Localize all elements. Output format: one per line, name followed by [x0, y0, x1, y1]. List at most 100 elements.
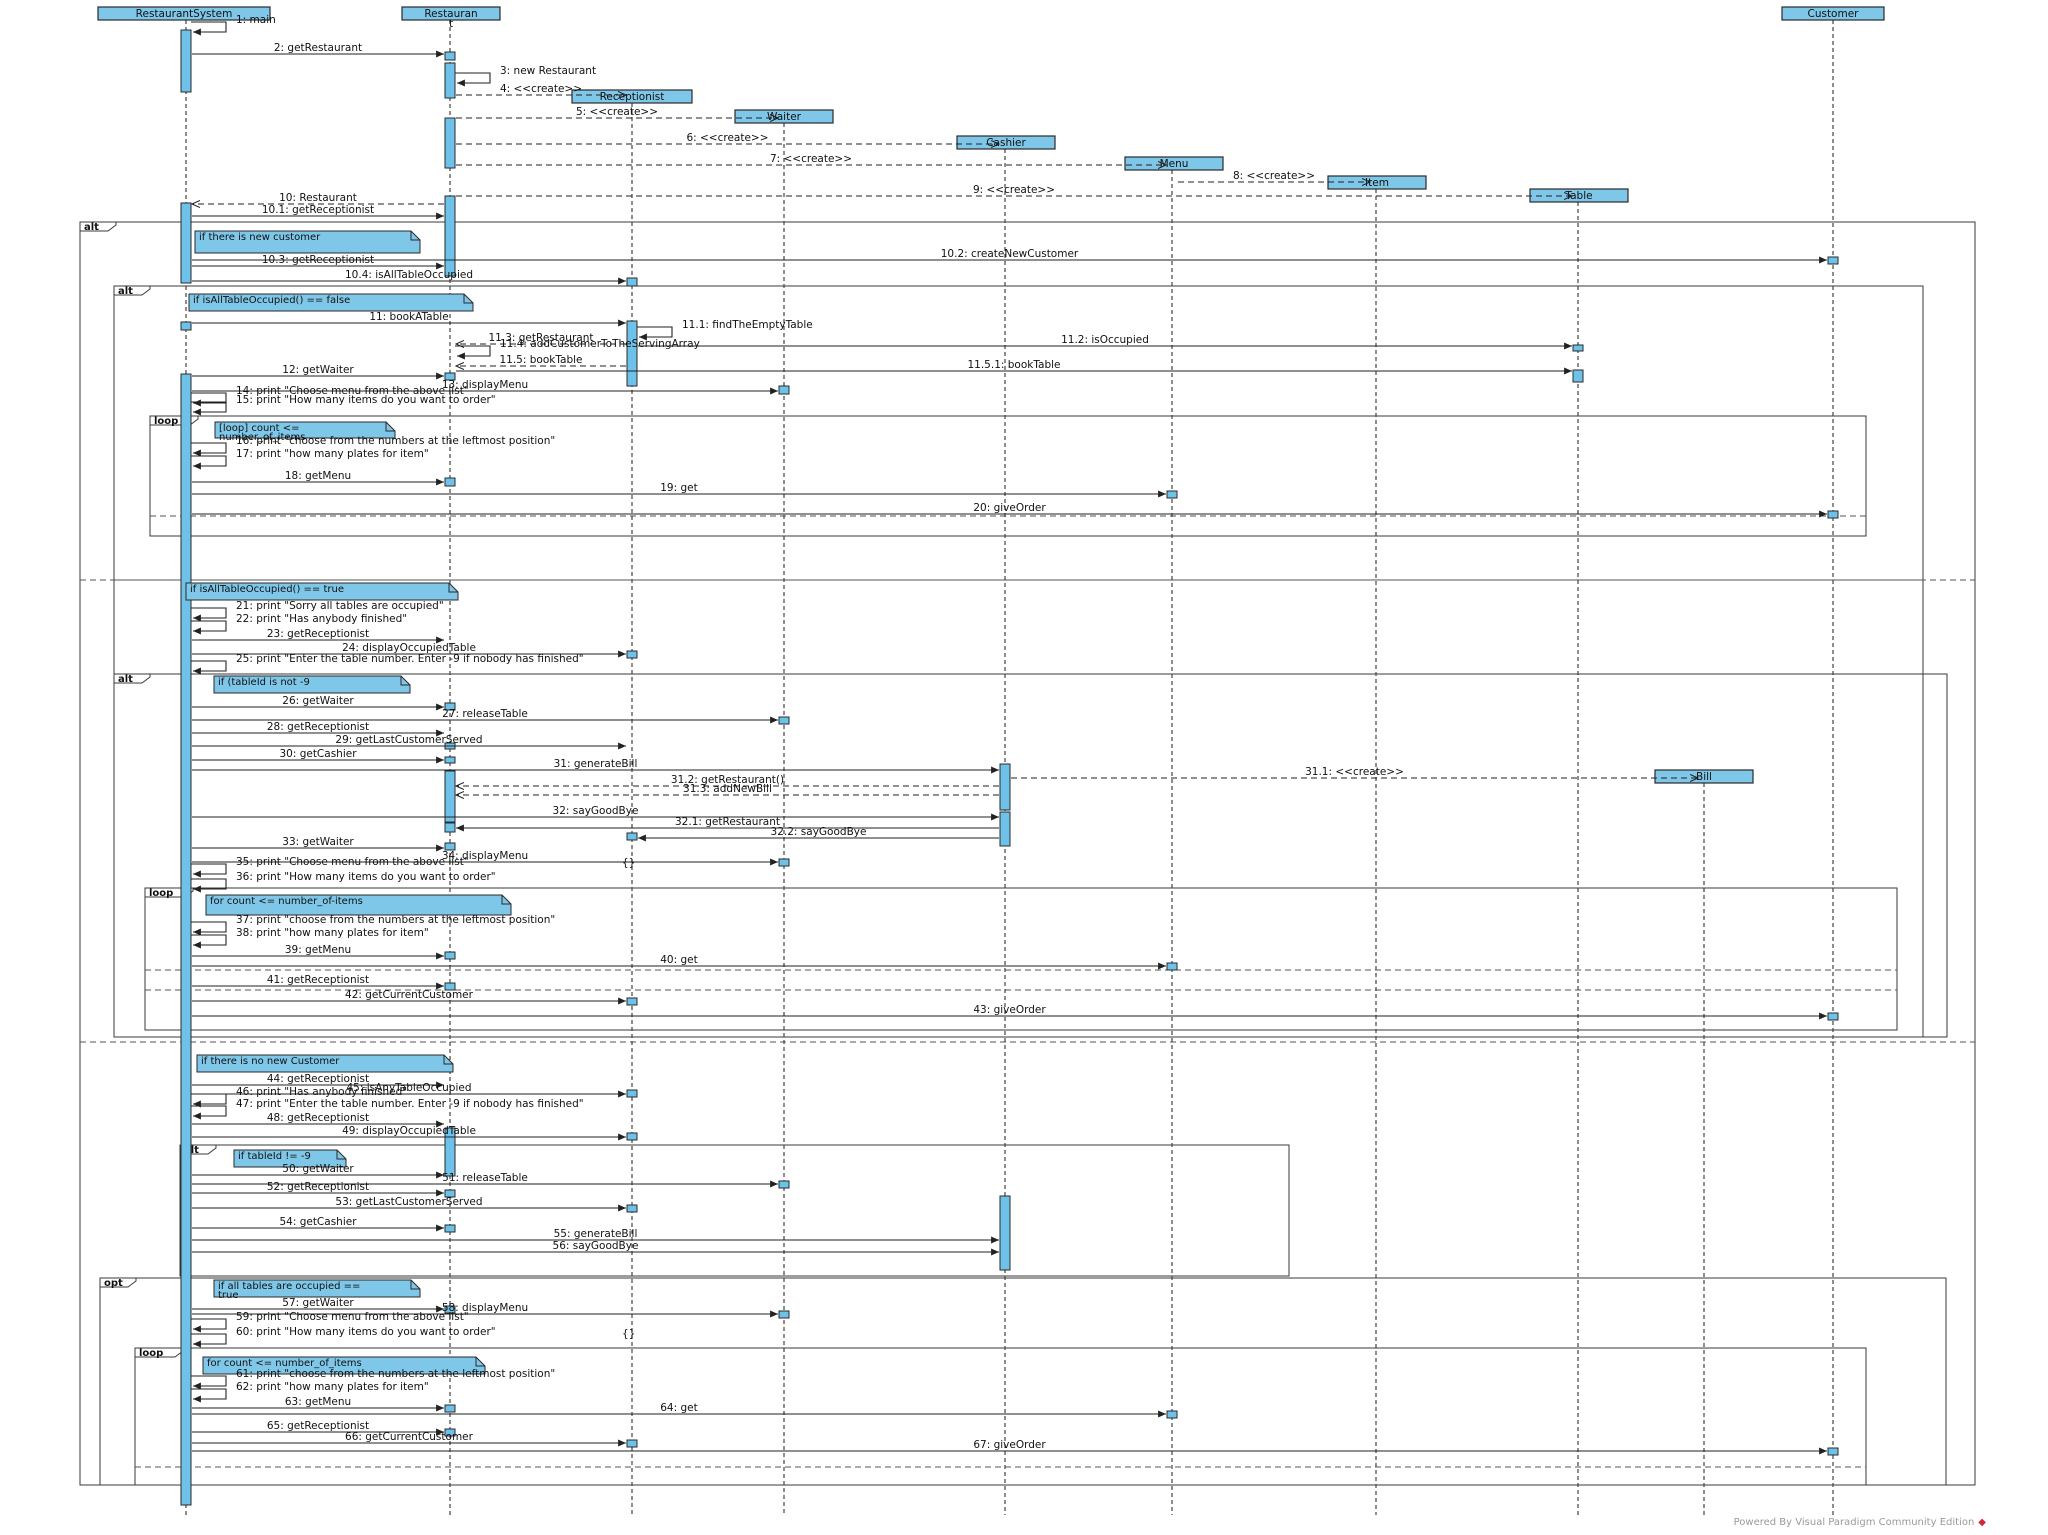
message-11-bookatable: 11: bookATable	[192, 311, 626, 327]
message-label: 25: print "Enter the table number. Enter…	[236, 653, 584, 665]
activation-bar	[778, 716, 790, 725]
fragment-tag-label: loop	[149, 888, 173, 899]
brace-mark: {}	[622, 1328, 635, 1340]
message-arrow	[191, 934, 227, 949]
activation-bar	[444, 1189, 456, 1198]
message-46-print-has-anybody-finished: 46: print "Has anybody finished"	[191, 1086, 407, 1108]
message-11-1-findtheemptytable: 11.1: findTheEmptyTable	[637, 319, 813, 341]
message-10-2-createnewcustomer: 10.2: createNewCustomer	[192, 248, 1827, 264]
fragment-frame	[134, 1347, 1867, 1486]
message-arrow	[191, 1375, 227, 1390]
message-arrow	[191, 442, 227, 457]
fragment-frame	[149, 415, 1867, 537]
brace-mark: {}	[622, 857, 635, 869]
activation-bar	[1827, 1447, 1839, 1456]
note-body	[188, 293, 474, 312]
message-label: 58: displayMenu	[442, 1302, 528, 1314]
guard-note-if-tableid-is-not-9: if (tableId is not -9	[213, 675, 411, 694]
activation-bar	[180, 29, 192, 93]
activation-bar	[444, 1224, 456, 1233]
message-label: 9: <<create>>	[973, 184, 1055, 196]
fragment-tag-box	[113, 285, 151, 296]
note-fold	[501, 895, 511, 905]
message-31-3-addnewbill: 31.3: addNewBill	[456, 783, 999, 795]
message-label: 11.4: addCustomerToTheServingArray	[500, 338, 700, 350]
fragment-frame	[113, 673, 1948, 1038]
lifeline-label-waiter: Waiter	[767, 111, 802, 123]
message-56-saygoodbye: 56: sayGoodBye	[192, 1240, 999, 1256]
message-label: 10.3: getReceptionist	[262, 254, 374, 266]
message-6-create: 6: <<create>>	[456, 132, 999, 144]
note-body	[213, 1279, 421, 1298]
message-19-get: 19: get	[192, 482, 1166, 498]
activation-bar	[444, 756, 456, 764]
guard-notes: if there is new customer if isAllTableOcc…	[185, 230, 512, 1375]
message-33-getwaiter: 33: getWaiter	[192, 836, 444, 852]
message-label: 57: getWaiter	[282, 1297, 354, 1309]
message-31-generatebill: 31: generateBill	[192, 758, 999, 774]
activation-bar	[1166, 490, 1178, 499]
activation-bar	[444, 1127, 456, 1177]
lifeline-label-rest: Restauran t	[424, 8, 477, 30]
message-67-giveorder: 67: giveOrder	[192, 1439, 1827, 1455]
message-arrow	[455, 72, 491, 87]
activation-bar	[444, 1404, 456, 1413]
note-body	[205, 894, 512, 916]
guard-note-for-count-number-of-items: for count <= number_of_items	[202, 1356, 486, 1375]
message-27-releasetable: 27: releaseTable	[192, 708, 778, 724]
message-58-displaymenu: 58: displayMenu	[192, 1302, 778, 1318]
guard-note-if-all-tables-are-occupied-true: if all tables are occupied ==true	[213, 1279, 421, 1301]
message-arrow	[191, 921, 227, 936]
note-fold	[410, 231, 420, 241]
activation-bar	[444, 372, 456, 381]
note-body	[233, 1149, 347, 1168]
activation-bar	[444, 51, 456, 61]
message-label: 4: <<create>>	[500, 83, 582, 95]
message-41-getreceptionist: 41: getReceptionist	[192, 974, 444, 990]
message-label: 64: get	[660, 1402, 697, 1414]
message-11-2-isoccupied: 11.2: isOccupied	[638, 334, 1572, 350]
message-16-print-choose-from-the-numbers-at-the-leftmost-position: 16: print "choose from the numbers at th…	[191, 435, 555, 457]
message-11-3-getrestaurant: 11.3: getRestaurant	[456, 332, 626, 344]
fragment-tag-box	[99, 1277, 137, 1288]
activation-bar	[626, 1439, 638, 1448]
note-text: if isAllTableOccupied() == false	[193, 295, 350, 306]
message-60-print-how-many-items-do-you-want-to-order: 60: print "How many items do you want to…	[191, 1326, 496, 1348]
activation-bar	[180, 202, 192, 284]
message-12-getwaiter: 12: getWaiter	[192, 364, 444, 380]
message-11-5-booktable: 11.5: bookTable	[456, 354, 626, 366]
message-label: 41: getReceptionist	[267, 974, 369, 986]
messages: 1: main 2: getRestaurant 3: new Restaurant…	[191, 14, 1827, 1455]
message-63-getmenu: 63: getMenu	[192, 1396, 444, 1412]
message-label: 31.1: <<create>>	[1305, 766, 1404, 778]
message-54-getcashier: 54: getCashier	[192, 1216, 444, 1232]
note-body	[213, 675, 411, 694]
message-label: 3: new Restaurant	[500, 65, 596, 77]
message-label: 2: getRestaurant	[274, 42, 362, 54]
watermark: Powered By Visual Paradigm Community Edi…	[1734, 1517, 1986, 1528]
message-1-main: 1: main	[191, 14, 276, 36]
fragment-tag-label: alt	[84, 222, 99, 233]
message-label: 30: getCashier	[279, 748, 357, 760]
activation-bar	[444, 770, 456, 823]
message-label: 17: print "how many plates for item"	[236, 448, 429, 460]
note-body	[196, 1054, 454, 1073]
lifeline-label-bill: Bill	[1696, 771, 1712, 783]
guard-note-if-isalltableoccupied-false: if isAllTableOccupied() == false	[188, 293, 474, 312]
fragment-tag-label: alt	[118, 286, 133, 297]
message-57-getwaiter: 57: getWaiter	[192, 1297, 444, 1313]
activation-bar	[999, 763, 1011, 811]
message-label: 21: print "Sorry all tables are occupied…	[236, 600, 444, 612]
note-body	[185, 582, 459, 601]
lifeline-label-item: Item	[1365, 177, 1389, 189]
activation-bar	[1572, 344, 1584, 352]
message-label: 34: displayMenu	[442, 850, 528, 862]
message-arrow	[191, 401, 227, 416]
fragment-tag-label: alt	[184, 1145, 199, 1156]
message-50-getwaiter: 50: getWaiter	[192, 1163, 444, 1179]
note-fold	[385, 422, 395, 432]
message-label: 61: print "choose from the numbers at th…	[236, 1368, 555, 1380]
message-label: 19: get	[660, 482, 697, 494]
fragment-alt: alt	[113, 673, 1948, 1038]
activation-bar	[444, 62, 456, 99]
